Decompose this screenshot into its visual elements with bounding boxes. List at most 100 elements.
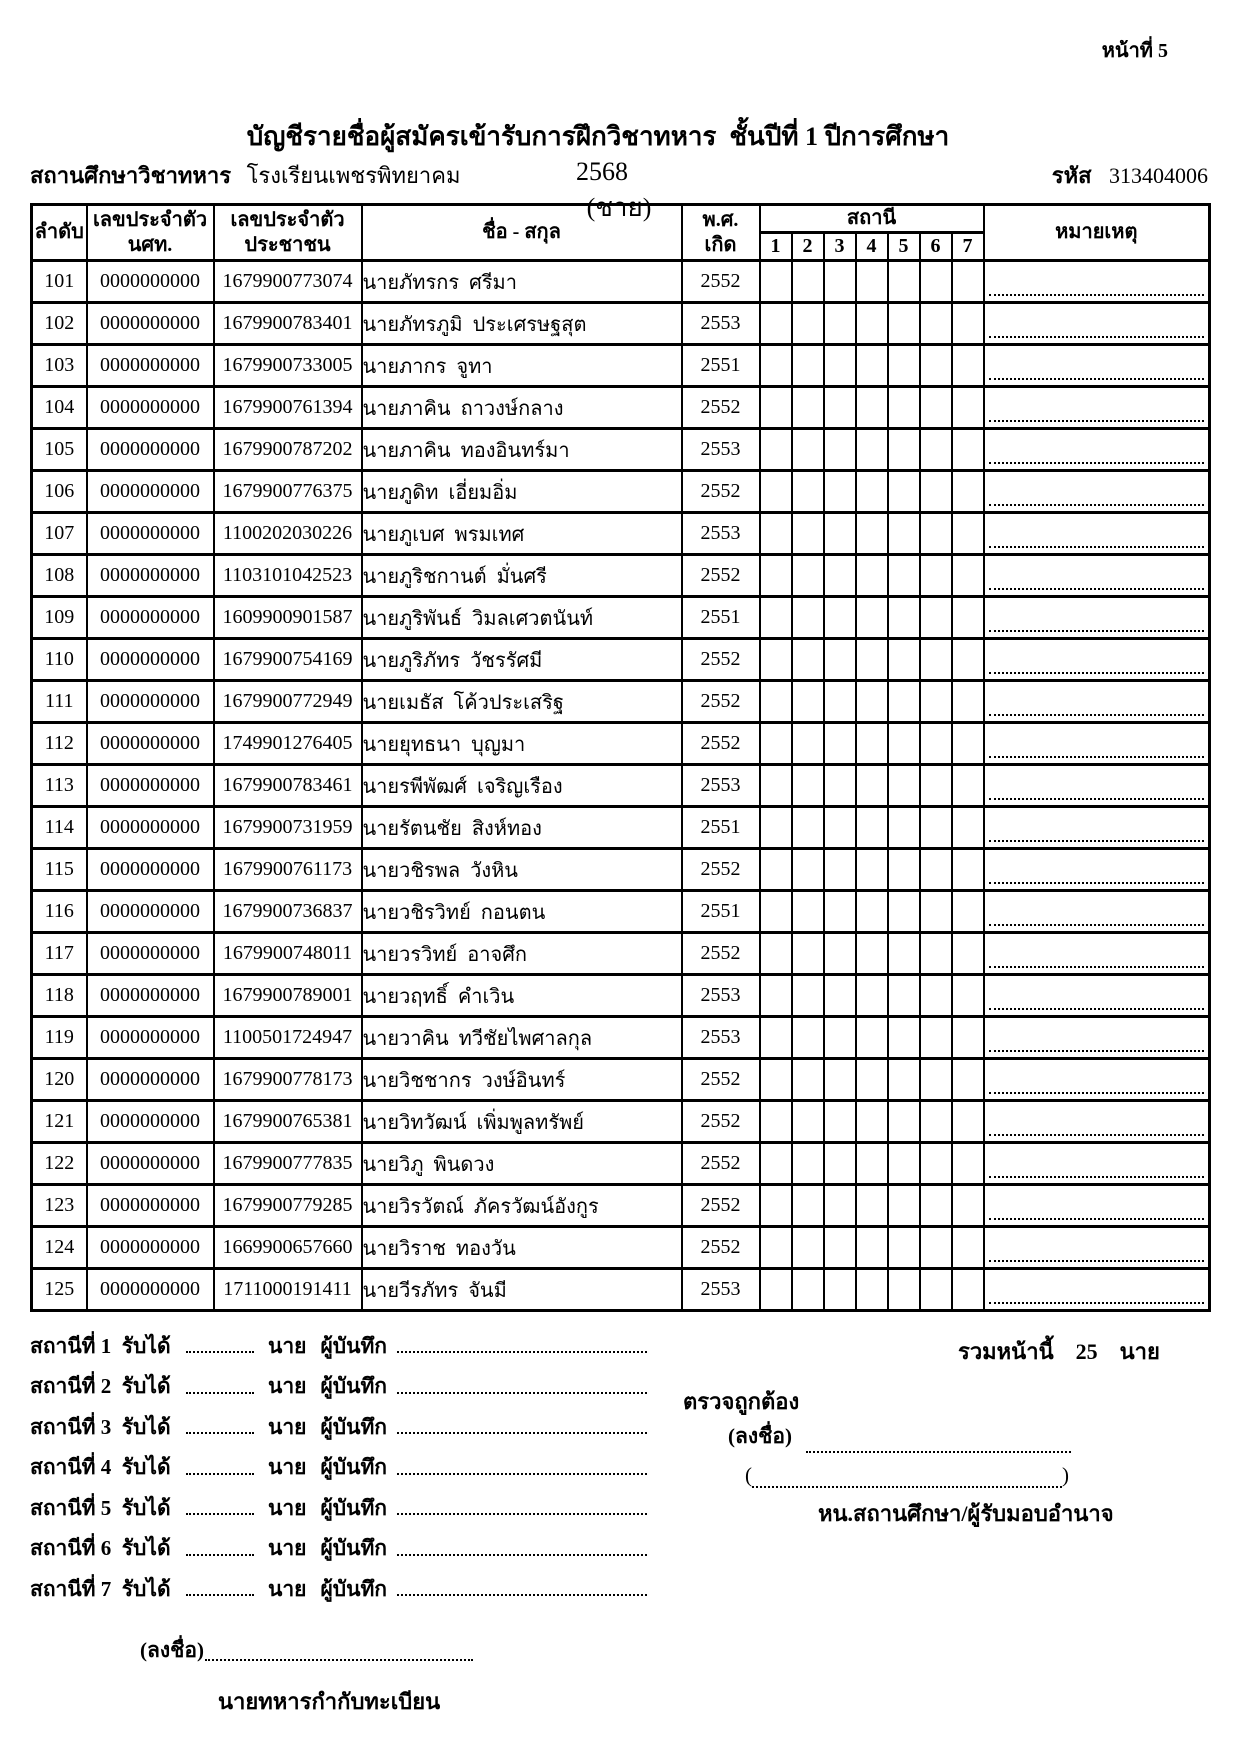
station-3-cell [822,679,857,724]
remark-cell [982,1057,1211,1102]
verified-label: ตรวจถูกต้อง [683,1389,800,1414]
citizen-id-cell: 1679900779285 [212,1183,363,1228]
station-2-cell [790,385,825,430]
station-1-cell [758,637,793,682]
station-7-cell [950,553,985,598]
student-id-cell: 0000000000 [85,805,215,850]
name-cell: นายภัทรกร ศรีมา [360,259,683,304]
table-row: 105 0000000000 1679900787202 นายภาคิน ทองอิ… [30,427,1211,472]
station-1-cell [758,1141,793,1186]
row-number: 109 [30,595,88,640]
station-5-cell [886,637,921,682]
row-number: 119 [30,1015,88,1060]
station-6-cell [918,259,953,304]
station-1-cell [758,1099,793,1144]
station-recorder-label: ผู้บันทึก [320,1414,388,1439]
station-7-cell [950,763,985,808]
header-student-id-line1: เลขประจำตัว [92,208,208,231]
station-receipt-label: สถานีที่ 1 รับได้ [30,1333,171,1358]
remark-dotted-line [988,588,1205,590]
citizen-id-cell: 1749901276405 [212,721,363,766]
code-field: รหัส 313404006 [1052,158,1208,193]
station-4-cell [854,1099,889,1144]
station-receipt-block: สถานีที่ 1 รับได้ นาย ผู้บันทึก สถานีที่ 2 … [30,1326,648,1610]
station-receipt-line-7: สถานีที่ 7 รับได้ นาย ผู้บันทึก [30,1569,648,1610]
remark-cell [982,259,1211,304]
row-number: 118 [30,973,88,1018]
remark-dotted-line [988,504,1205,506]
station-3-cell [822,889,857,934]
station-unit-label: นาย [268,1495,307,1520]
station-recorder-dotted-line [397,1380,648,1394]
remark-cell [982,889,1211,934]
citizen-id-cell: 1679900773074 [212,259,363,304]
station-1-cell [758,427,793,472]
remark-cell [982,595,1211,640]
student-id-cell: 0000000000 [85,847,215,892]
citizen-id-cell: 1679900783401 [212,301,363,346]
citizen-id-cell: 1679900761173 [212,847,363,892]
station-5-cell [886,763,921,808]
station-3-cell [822,721,857,766]
station-3-cell [822,343,857,388]
birth-year-cell: 2553 [680,763,761,808]
remark-cell [982,1099,1211,1144]
station-recorder-dotted-line [397,1420,648,1435]
table-row: 125 0000000000 1711000191411 นายวีรภัทร จัน… [30,1267,1211,1312]
table-row: 103 0000000000 1679900733005 นายภากร จูทา 25… [30,343,1211,388]
station-1-cell [758,889,793,934]
table-row: 121 0000000000 1679900765381 นายวิทวัฒน์ เพ… [30,1099,1211,1144]
name-cell: นายวรวิทย์ อาจศึก [360,931,683,976]
station-2-cell [790,511,825,556]
station-3-cell [822,427,857,472]
station-2-cell [790,427,825,472]
citizen-id-cell: 1679900776375 [212,469,363,514]
table-row: 101 0000000000 1679900773074 นายภัทรกร ศรีม… [30,259,1211,304]
station-2-cell [790,1015,825,1060]
station-recorder-dotted-line [397,1461,648,1475]
row-number: 116 [30,889,88,934]
station-6-cell [918,1183,953,1228]
signer-title: หน.สถานศึกษา/ผู้รับมอบอำนาจ [818,1501,1114,1526]
header-remarks: หมายเหตุ [982,203,1211,262]
station-2-cell [790,1267,825,1312]
row-number: 107 [30,511,88,556]
birth-year-cell: 2553 [680,973,761,1018]
station-6-cell [918,1267,953,1312]
student-id-cell: 0000000000 [85,931,215,976]
name-cell: นายภากร จูทา [360,343,683,388]
station-5-cell [886,1057,921,1102]
row-number: 120 [30,1057,88,1102]
row-number: 106 [30,469,88,514]
table-row: 118 0000000000 1679900789001 นายวฤทธิ์ คำเว… [30,973,1211,1018]
station-1-cell [758,259,793,304]
citizen-id-cell: 1679900778173 [212,1057,363,1102]
station-unit-label: นาย [268,1414,307,1439]
total-unit: นาย [1119,1339,1160,1364]
table-row: 122 0000000000 1679900777835 นายวิภู พินดวง… [30,1141,1211,1186]
station-5-cell [886,301,921,346]
station-5-cell [886,1141,921,1186]
row-number: 104 [30,385,88,430]
station-4-cell [854,973,889,1018]
station-3-cell [822,301,857,346]
station-6-cell [918,301,953,346]
station-3-cell [822,763,857,808]
row-number: 114 [30,805,88,850]
page-title-text: บัญชีรายชื่อผู้สมัครเข้ารับการฝึกวิชาทหา… [246,122,950,151]
station-recorder-label: ผู้บันทึก [320,1374,388,1399]
remark-cell [982,721,1211,766]
name-cell: นายภูริพันธ์ วิมลเศวตนันท์ [360,595,683,640]
station-2-cell [790,847,825,892]
station-7-cell [950,679,985,724]
remark-dotted-line [988,1302,1205,1304]
student-id-cell: 0000000000 [85,637,215,682]
station-5-cell [886,1225,921,1270]
station-unit-label: นาย [268,1536,307,1561]
station-recorder-label: ผู้บันทึก [320,1495,388,1520]
station-4-cell [854,847,889,892]
remark-dotted-line [988,966,1205,968]
remark-dotted-line [988,1218,1205,1220]
remark-dotted-line [988,1050,1205,1052]
station-1-cell [758,805,793,850]
